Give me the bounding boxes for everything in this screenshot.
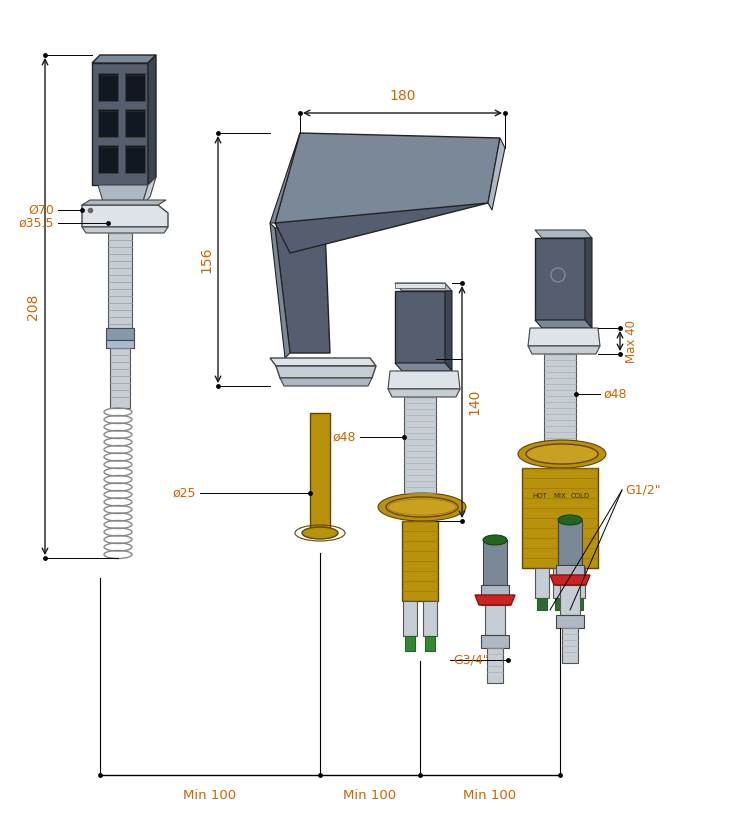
Bar xyxy=(108,233,132,333)
Polygon shape xyxy=(280,378,372,386)
Text: MIX: MIX xyxy=(554,493,566,499)
Text: 156: 156 xyxy=(199,246,213,272)
Text: Min 100: Min 100 xyxy=(343,789,397,802)
Polygon shape xyxy=(395,283,452,291)
Polygon shape xyxy=(142,177,156,205)
Polygon shape xyxy=(481,635,509,648)
Bar xyxy=(404,397,436,507)
Polygon shape xyxy=(276,366,376,378)
Polygon shape xyxy=(556,615,584,628)
Bar xyxy=(558,520,582,565)
Text: Ø70: Ø70 xyxy=(28,203,54,216)
Polygon shape xyxy=(550,575,590,585)
Ellipse shape xyxy=(386,497,458,517)
Text: COLD: COLD xyxy=(571,493,589,499)
Bar xyxy=(125,145,145,173)
Polygon shape xyxy=(388,389,460,397)
Polygon shape xyxy=(270,223,290,358)
Polygon shape xyxy=(275,133,500,223)
Bar xyxy=(560,585,580,615)
Text: 180: 180 xyxy=(389,89,416,103)
Ellipse shape xyxy=(483,535,507,545)
Polygon shape xyxy=(82,205,168,227)
Bar xyxy=(481,585,509,605)
Polygon shape xyxy=(82,200,166,205)
Bar xyxy=(544,354,576,454)
Polygon shape xyxy=(395,291,445,363)
Polygon shape xyxy=(98,185,148,205)
Ellipse shape xyxy=(558,515,582,525)
Bar xyxy=(571,568,585,598)
Ellipse shape xyxy=(378,493,466,521)
Polygon shape xyxy=(535,238,585,320)
Bar xyxy=(535,568,549,598)
Bar xyxy=(125,73,145,101)
Polygon shape xyxy=(535,230,592,238)
Bar xyxy=(405,636,415,651)
Bar xyxy=(522,468,598,568)
Text: G3/4": G3/4" xyxy=(453,653,489,667)
Bar xyxy=(553,568,567,598)
Polygon shape xyxy=(92,63,148,185)
Polygon shape xyxy=(92,55,156,63)
Bar xyxy=(110,348,130,408)
Ellipse shape xyxy=(526,444,598,464)
Polygon shape xyxy=(395,283,445,288)
Polygon shape xyxy=(395,363,452,371)
Polygon shape xyxy=(585,238,592,328)
Polygon shape xyxy=(528,346,600,354)
Text: 140: 140 xyxy=(467,388,481,415)
Polygon shape xyxy=(148,55,156,185)
Bar xyxy=(403,601,417,636)
Text: ø25: ø25 xyxy=(172,486,196,500)
Polygon shape xyxy=(275,178,488,253)
Text: Min 100: Min 100 xyxy=(463,789,516,802)
Polygon shape xyxy=(528,328,600,346)
Text: 208: 208 xyxy=(26,293,40,319)
Bar xyxy=(106,328,134,340)
Polygon shape xyxy=(270,358,376,366)
Bar xyxy=(98,145,118,173)
Text: ø48: ø48 xyxy=(333,430,356,444)
Text: ø35.5: ø35.5 xyxy=(19,216,54,230)
Bar xyxy=(402,521,438,601)
Text: Max 40: Max 40 xyxy=(625,319,638,362)
Bar xyxy=(573,598,583,610)
Bar xyxy=(106,340,134,348)
Bar xyxy=(310,413,330,533)
Bar xyxy=(537,598,547,610)
Text: HOT: HOT xyxy=(533,493,548,499)
Polygon shape xyxy=(535,320,592,328)
Polygon shape xyxy=(488,138,505,210)
Bar xyxy=(425,636,435,651)
Text: G1/2": G1/2" xyxy=(625,483,661,496)
Bar xyxy=(98,73,118,101)
Polygon shape xyxy=(475,595,515,605)
Bar xyxy=(487,648,503,683)
Bar xyxy=(562,628,578,663)
Bar xyxy=(423,601,437,636)
Ellipse shape xyxy=(302,527,338,539)
Polygon shape xyxy=(82,227,168,233)
Ellipse shape xyxy=(518,440,606,468)
Polygon shape xyxy=(388,371,460,389)
Text: Min 100: Min 100 xyxy=(184,789,236,802)
Text: ø48: ø48 xyxy=(604,388,627,401)
Polygon shape xyxy=(270,133,300,223)
Bar xyxy=(483,540,507,585)
Bar xyxy=(555,598,565,610)
Polygon shape xyxy=(445,291,452,371)
Bar xyxy=(556,565,584,585)
Bar xyxy=(98,109,118,137)
Bar xyxy=(125,109,145,137)
Polygon shape xyxy=(275,228,330,353)
Bar xyxy=(485,605,505,635)
